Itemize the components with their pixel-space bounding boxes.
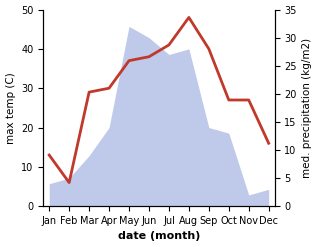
Y-axis label: max temp (C): max temp (C)	[5, 72, 16, 144]
X-axis label: date (month): date (month)	[118, 231, 200, 242]
Y-axis label: med. precipitation (kg/m2): med. precipitation (kg/m2)	[302, 38, 313, 178]
